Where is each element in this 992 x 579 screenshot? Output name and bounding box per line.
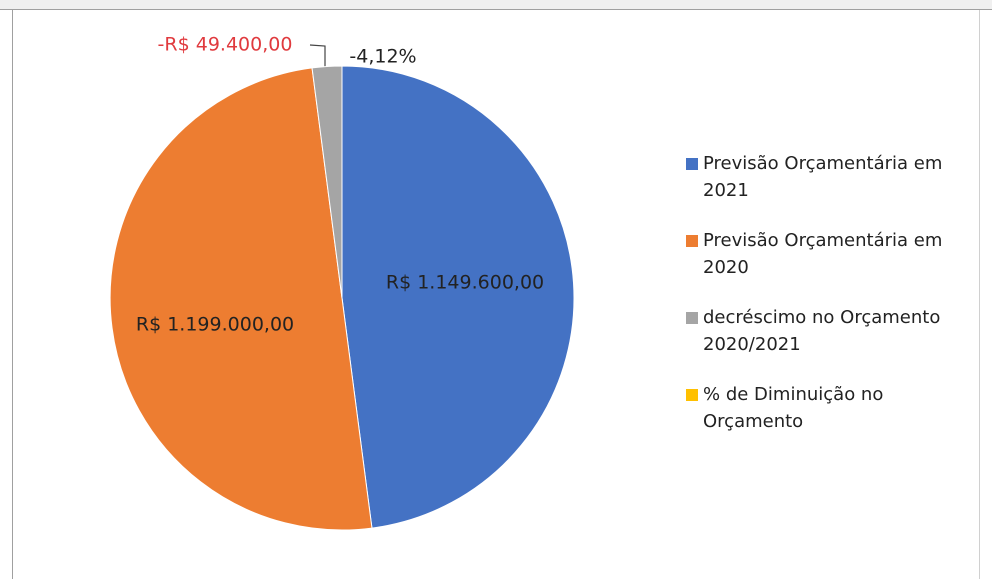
pie-slice [109,67,373,531]
legend-item: Previsão Orçamentária em 2021 [686,150,986,204]
legend-swatch [686,158,698,170]
legend-item: decréscimo no Orçamento 2020/2021 [686,304,986,358]
legend-swatch [686,389,698,401]
legend-label: Previsão Orçamentária em 2021 [703,153,943,201]
legend-item: % de Diminuição no Orçamento [686,381,986,435]
legend-label: % de Diminuição no Orçamento [703,384,884,432]
data-label: R$ 1.199.000,00 [136,314,294,336]
legend-label: decréscimo no Orçamento 2020/2021 [703,307,941,355]
data-label: -4,12% [349,46,416,68]
legend: Previsão Orçamentária em 2021 Previsão Or… [686,150,986,458]
legend-item: Previsão Orçamentária em 2020 [686,227,986,281]
legend-swatch [686,312,698,324]
legend-label: Previsão Orçamentária em 2020 [703,230,943,278]
data-label: R$ 1.149.600,00 [386,272,544,294]
legend-swatch [686,235,698,247]
pie-slice [341,65,575,529]
top-bar [0,0,992,9]
data-label: -R$ 49.400,00 [158,34,293,56]
leader-line [309,44,326,76]
